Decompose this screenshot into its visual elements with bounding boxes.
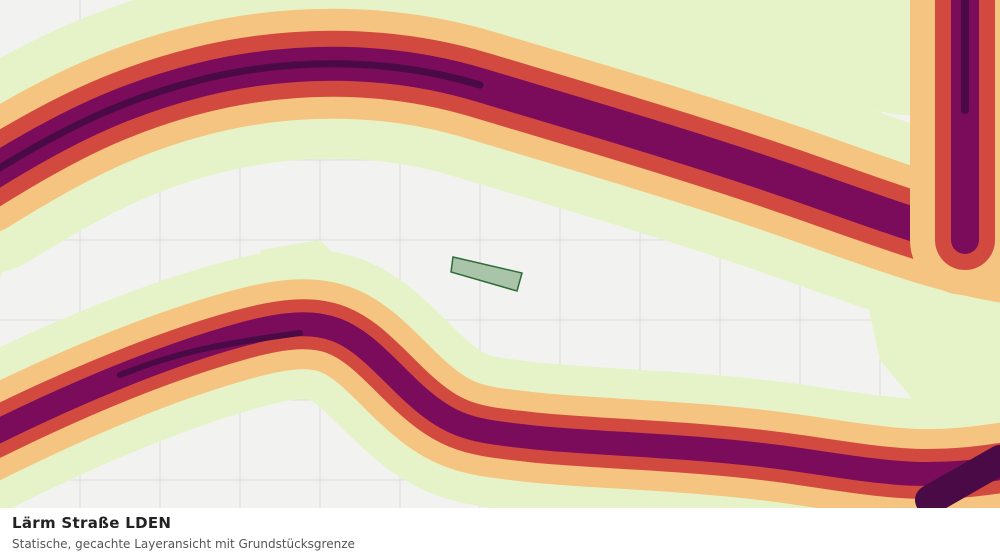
road-lower bbox=[0, 249, 1000, 508]
road-upper bbox=[0, 0, 1000, 344]
caption: Lärm Straße LDEN Statische, gecachte Lay… bbox=[0, 508, 1000, 560]
map-subtitle: Statische, gecachte Layeransicht mit Gru… bbox=[12, 537, 355, 551]
map bbox=[0, 0, 1000, 508]
parcel-boundary bbox=[450, 256, 523, 292]
map-title: Lärm Straße LDEN bbox=[12, 514, 172, 532]
